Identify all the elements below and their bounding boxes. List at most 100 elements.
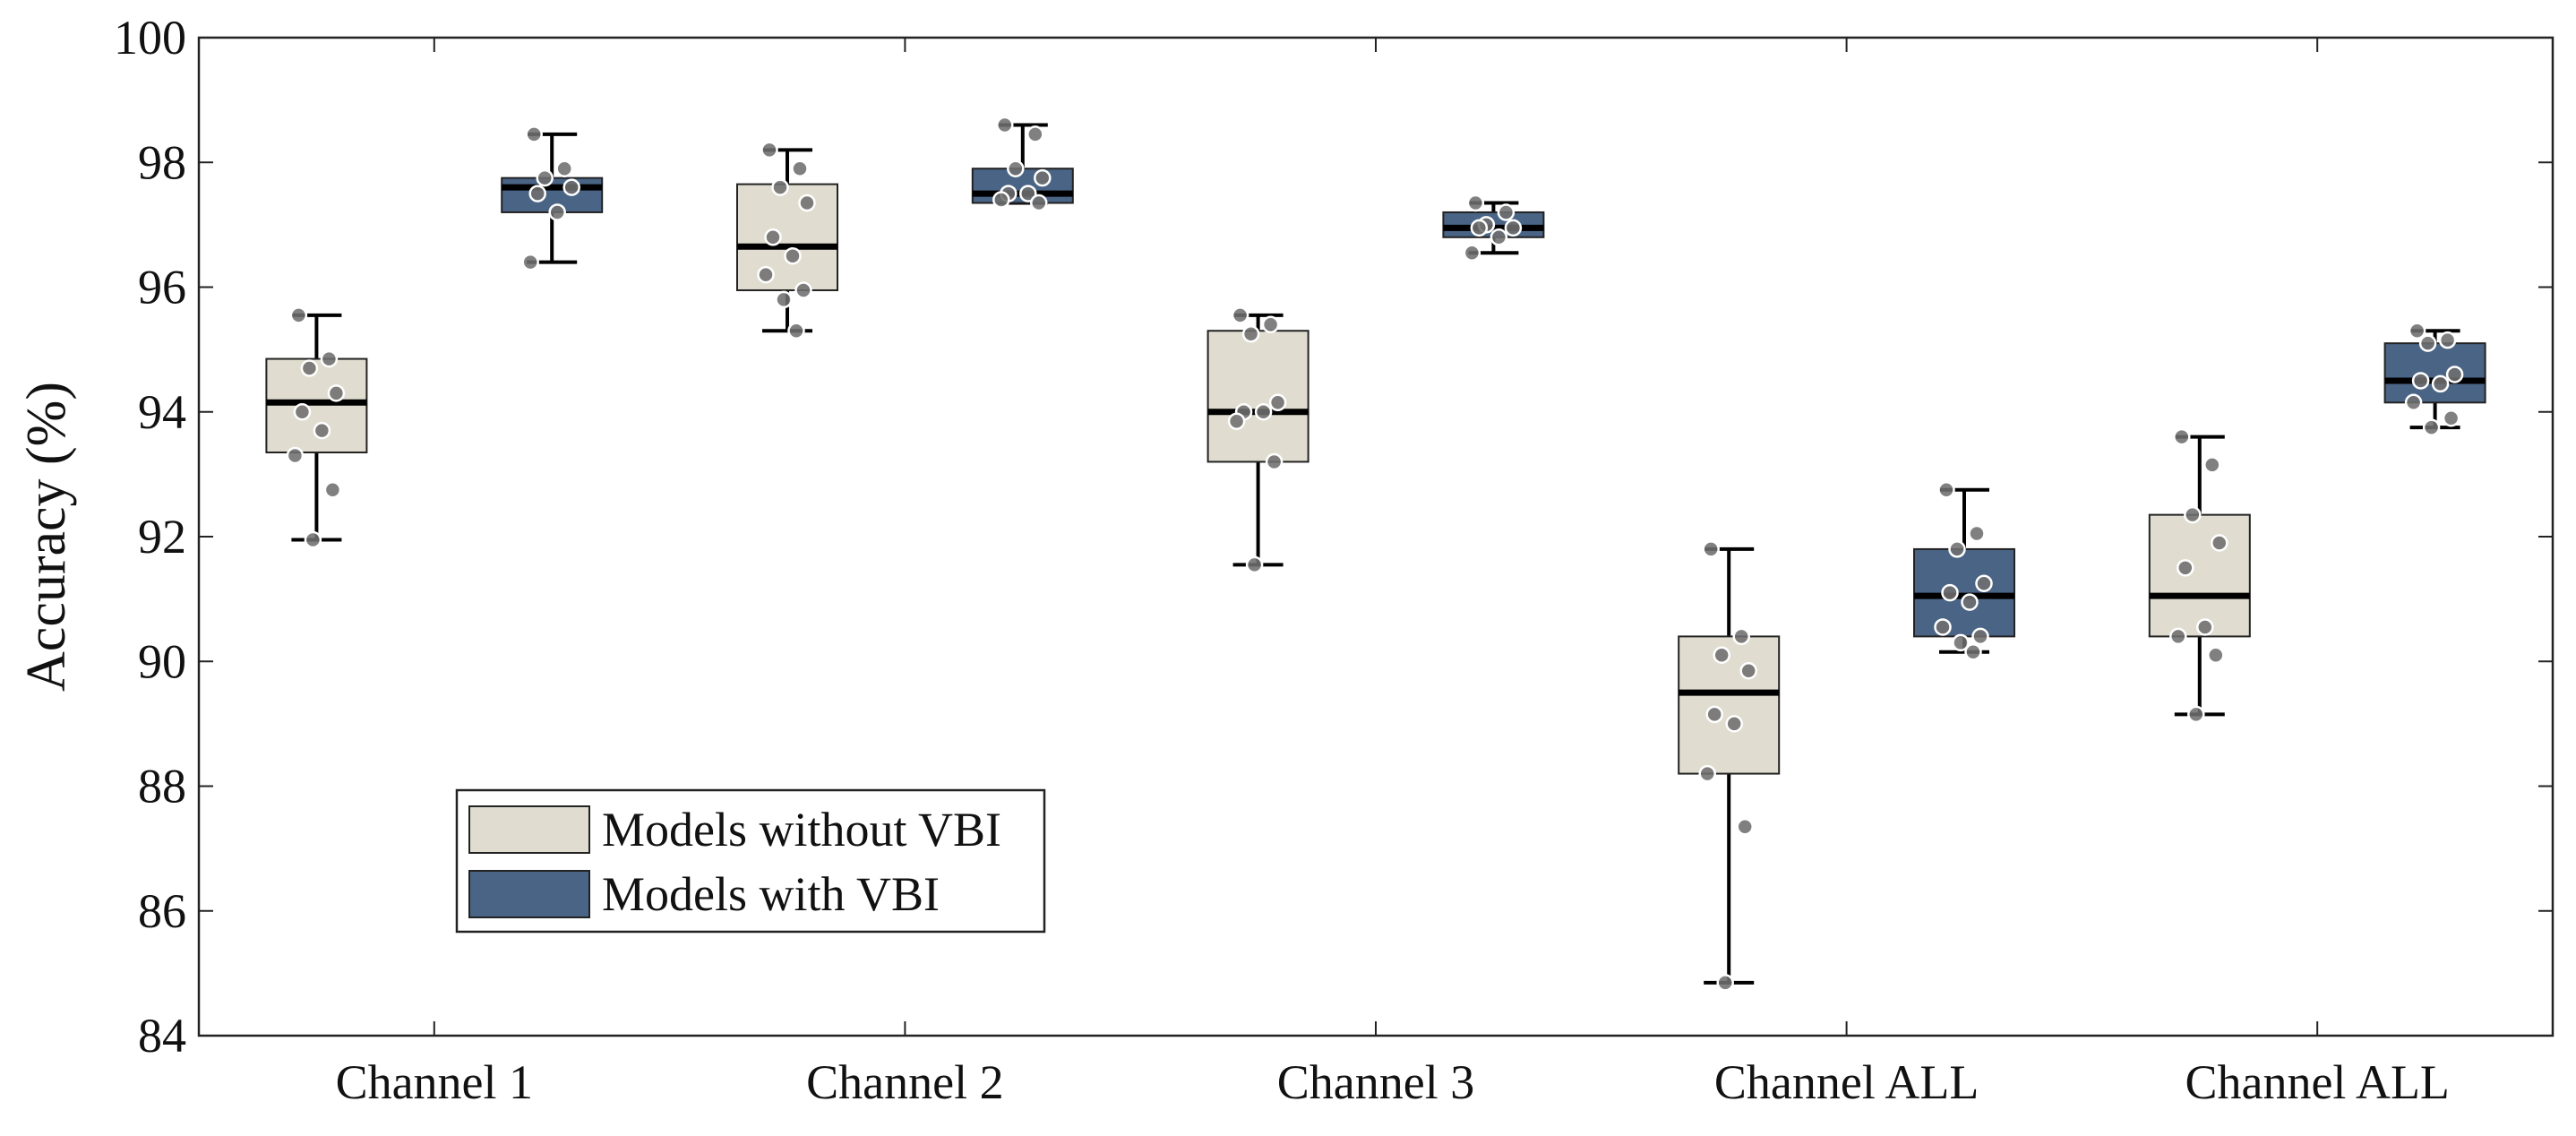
data-point — [1470, 219, 1489, 237]
data-point — [1497, 203, 1516, 221]
data-point — [771, 178, 789, 196]
box-group — [1206, 306, 1309, 574]
data-point — [787, 322, 805, 340]
data-point — [1971, 627, 1989, 646]
data-point — [536, 168, 554, 187]
data-point — [562, 178, 580, 196]
legend-swatch-with-vbi — [468, 870, 590, 918]
data-point — [2404, 393, 2423, 412]
data-point — [1736, 818, 1754, 836]
data-point — [1504, 219, 1523, 237]
data-point — [286, 446, 305, 465]
data-point — [757, 265, 775, 284]
box — [736, 183, 838, 291]
data-point — [1261, 315, 1280, 334]
y-tick-label: 100 — [114, 11, 186, 65]
data-point — [327, 384, 346, 402]
data-point — [521, 253, 539, 271]
y-tick-label: 90 — [138, 634, 186, 688]
data-point — [2203, 456, 2221, 474]
box-group — [501, 125, 604, 271]
box-group — [2148, 427, 2251, 724]
box-group — [1442, 194, 1545, 262]
data-point — [2411, 372, 2430, 390]
y-tick-label: 86 — [138, 884, 186, 938]
data-point — [1961, 593, 1979, 611]
data-point — [1702, 540, 1720, 558]
data-point — [764, 228, 782, 246]
data-point — [1698, 764, 1716, 783]
data-point — [2196, 618, 2214, 636]
data-point — [300, 359, 319, 377]
data-point — [2184, 505, 2202, 524]
data-point — [1227, 412, 1246, 430]
data-point — [1934, 618, 1952, 636]
data-point — [1937, 481, 1955, 499]
box — [1206, 330, 1309, 463]
y-tick-label: 96 — [138, 261, 186, 314]
data-point — [791, 159, 809, 177]
data-point — [1030, 194, 1048, 212]
data-point — [2442, 409, 2460, 427]
data-point — [1713, 646, 1730, 665]
data-point — [1964, 643, 1982, 661]
data-point — [323, 481, 342, 499]
legend-swatch-without-vbi — [468, 805, 590, 854]
box-group — [265, 306, 368, 549]
data-point — [1007, 159, 1025, 177]
box-group — [736, 141, 838, 340]
x-tick-label: Channel ALL — [2185, 1055, 2449, 1109]
data-point — [2211, 534, 2228, 552]
y-tick-label: 98 — [138, 135, 186, 189]
data-point — [1268, 393, 1287, 412]
data-point — [784, 246, 802, 265]
legend: Models without VBI Models with VBI — [455, 788, 1046, 934]
data-point — [320, 349, 339, 368]
data-point — [794, 281, 812, 299]
data-point — [2177, 559, 2194, 577]
data-point — [2422, 418, 2441, 436]
data-point — [1463, 244, 1481, 262]
data-point — [1941, 583, 1959, 602]
box-group — [2383, 322, 2486, 436]
data-point — [1705, 705, 1723, 724]
data-point — [798, 194, 816, 212]
y-axis-title: Accuracy (%) — [16, 382, 77, 692]
data-point — [1739, 661, 1757, 680]
data-point — [2418, 334, 2437, 352]
legend-label-without-vbi: Models without VBI — [602, 803, 1001, 856]
data-point — [528, 185, 546, 202]
x-tick-label: Channel ALL — [1714, 1055, 1979, 1109]
box — [2148, 513, 2251, 638]
data-point — [2438, 331, 2457, 349]
data-point — [1948, 540, 1966, 558]
y-tick-label: 88 — [138, 760, 186, 813]
data-point — [1725, 715, 1743, 733]
box — [501, 176, 604, 213]
data-point — [1019, 185, 1037, 202]
data-point — [2207, 646, 2225, 665]
data-point — [1245, 555, 1264, 574]
data-point — [992, 191, 1010, 209]
y-tick-label: 94 — [138, 385, 186, 439]
data-point — [2173, 427, 2191, 446]
data-point — [775, 290, 793, 309]
data-point — [555, 159, 573, 177]
y-tick-label: 92 — [138, 510, 186, 564]
data-point — [525, 125, 543, 143]
data-point — [2187, 705, 2205, 724]
data-point — [304, 530, 322, 549]
data-point — [760, 141, 778, 159]
box-group — [1678, 540, 1781, 992]
data-point — [2169, 627, 2187, 646]
data-point — [1968, 524, 1986, 543]
data-point — [1241, 324, 1260, 343]
y-tick-label: 84 — [138, 1009, 186, 1063]
data-point — [1254, 403, 1273, 421]
data-point — [313, 421, 331, 440]
data-point — [1975, 574, 1993, 592]
box-group — [1913, 481, 2015, 661]
x-tick-label: Channel 3 — [1277, 1055, 1474, 1109]
